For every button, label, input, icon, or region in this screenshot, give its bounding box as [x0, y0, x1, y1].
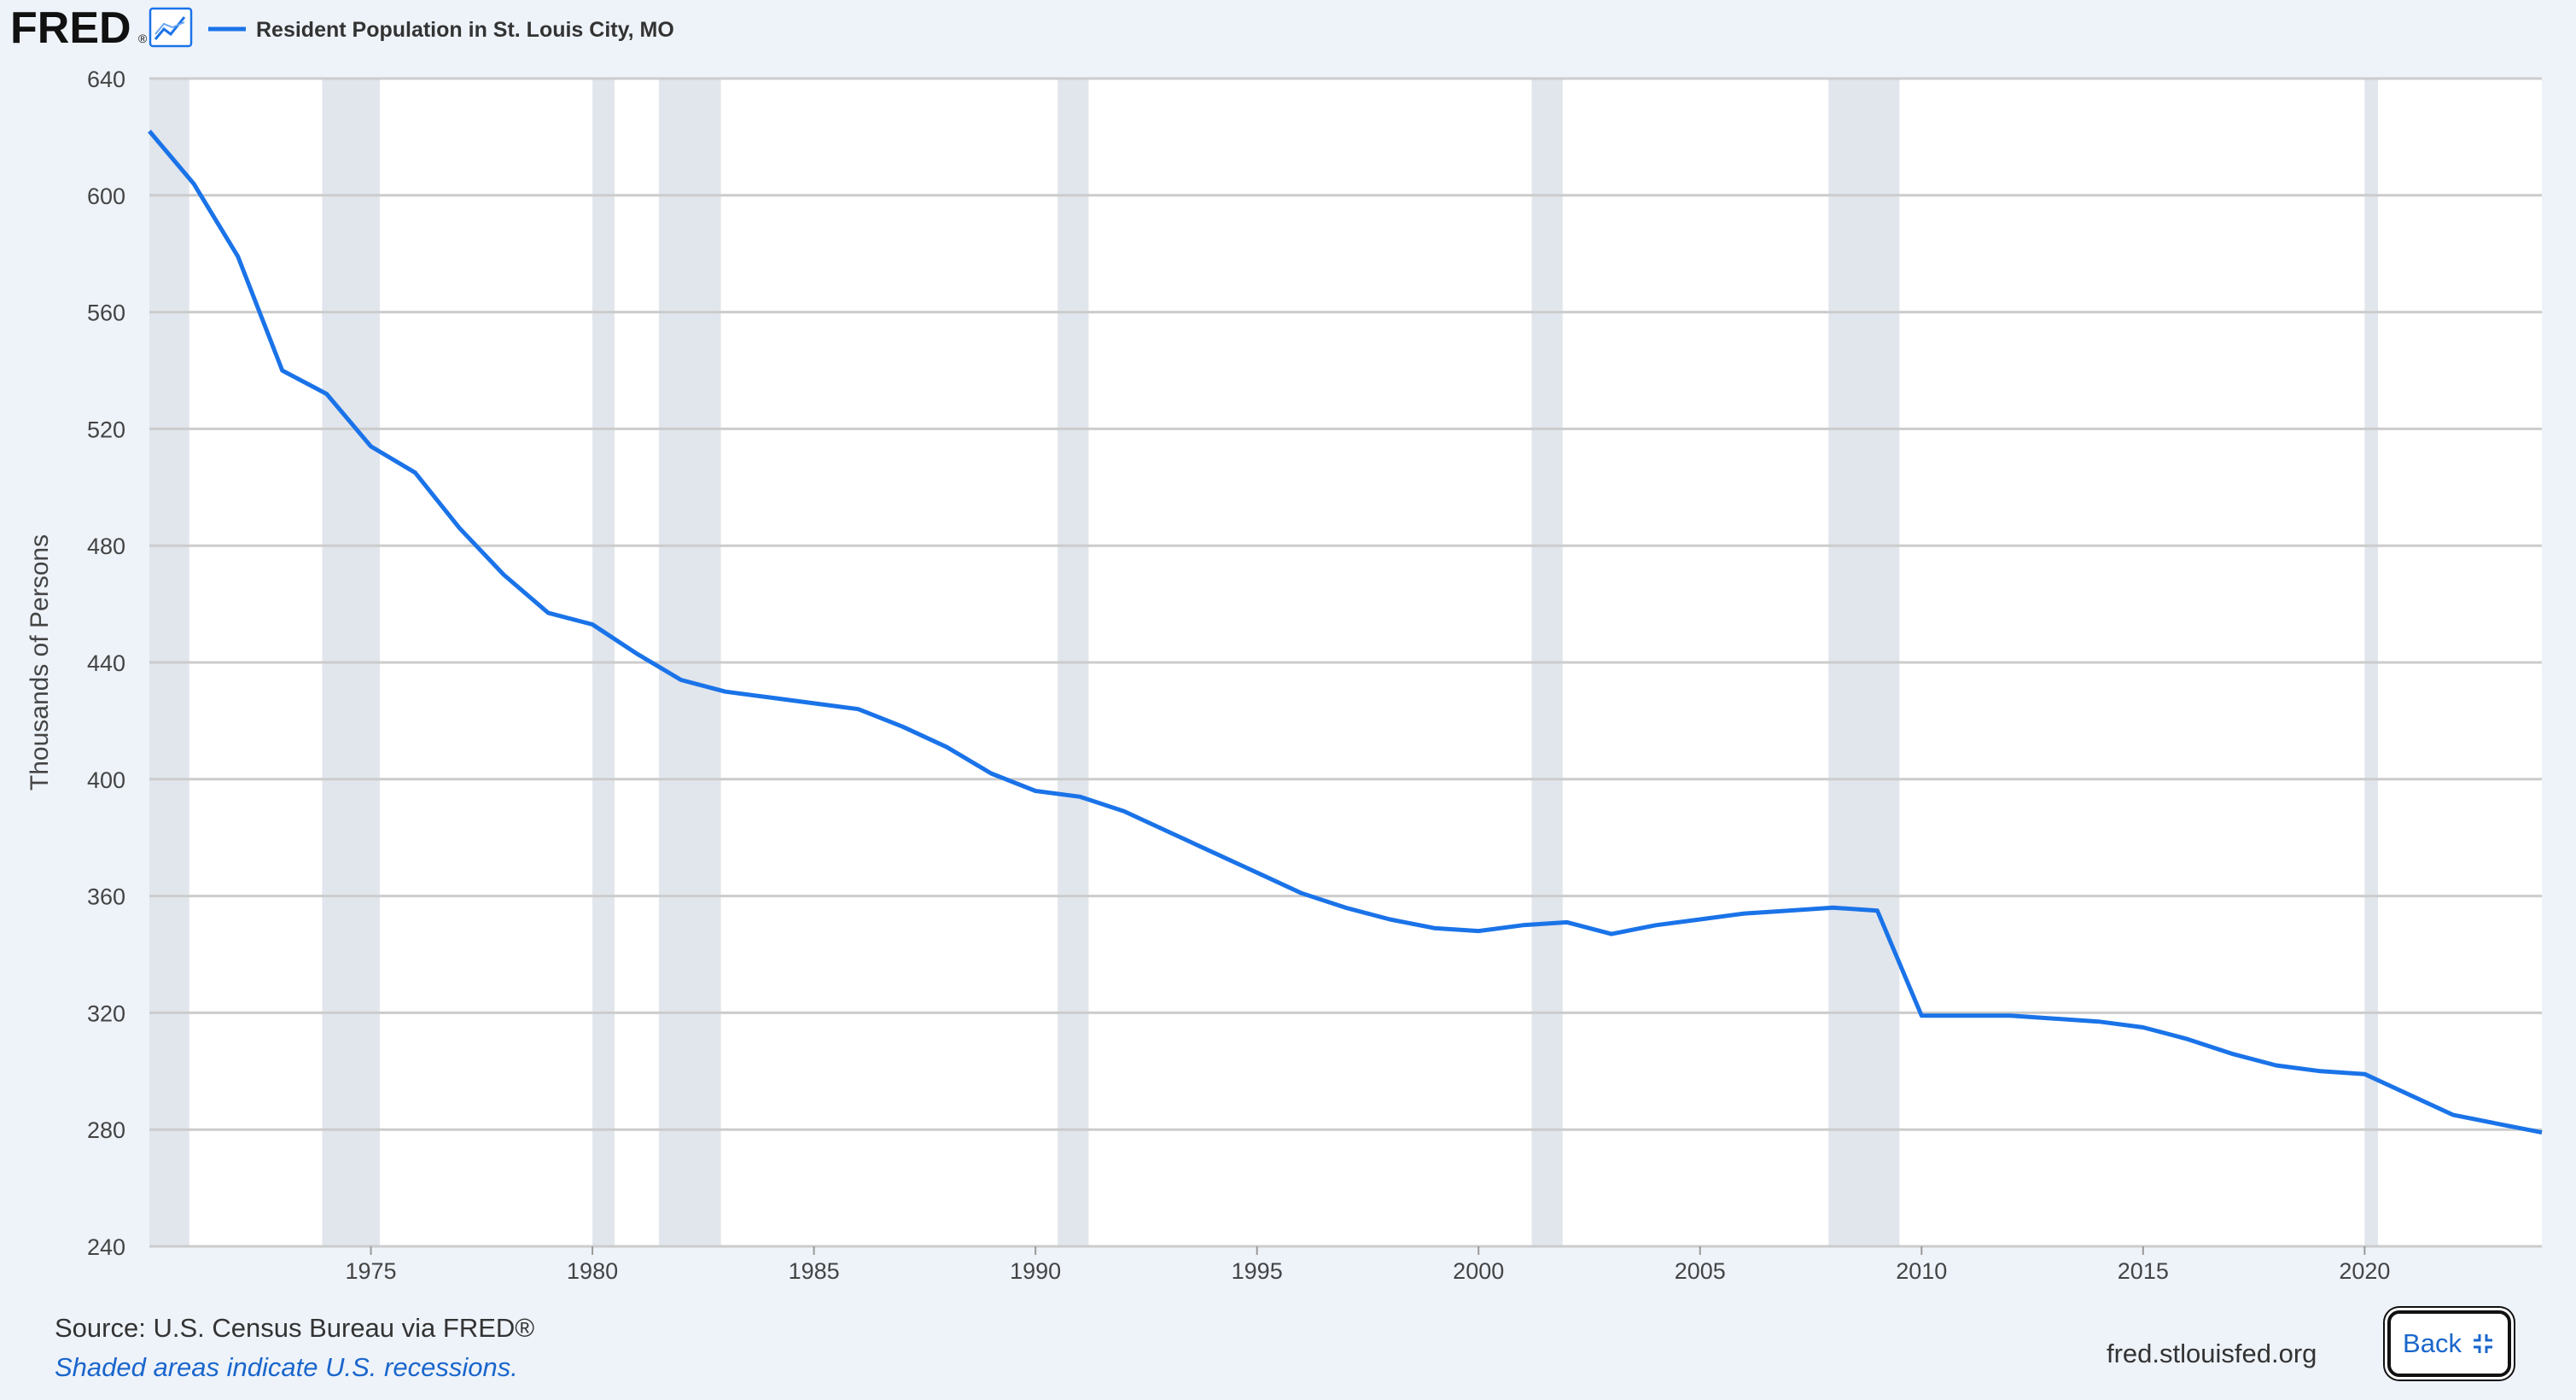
x-axis: 1975 1980 1985 1990 1995 2000 2005 2010 2015 2020: [345, 1246, 2390, 1284]
back-button[interactable]: Back: [2387, 1310, 2511, 1377]
source-text: Source: U.S. Census Bureau via FRED®: [55, 1313, 535, 1343]
data-point[interactable]: [236, 254, 240, 259]
fred-logo[interactable]: FRED: [10, 3, 131, 53]
series-line[interactable]: [148, 129, 2543, 1135]
data-point[interactable]: [2318, 1069, 2322, 1073]
fred-logo-mark: ®: [138, 32, 148, 45]
data-point[interactable]: [2096, 1019, 2101, 1024]
y-tick-label: 600: [87, 184, 125, 209]
data-point[interactable]: [679, 678, 683, 682]
data-point[interactable]: [634, 651, 638, 656]
data-point[interactable]: [1521, 923, 1525, 927]
collapse-arrows-icon: [2473, 1334, 2492, 1353]
data-point[interactable]: [369, 444, 373, 448]
line-chart-icon: [149, 7, 193, 48]
data-point[interactable]: [2540, 1130, 2544, 1135]
data-point[interactable]: [324, 392, 329, 396]
data-point[interactable]: [1653, 923, 1658, 927]
y-axis: 240 280 320 360 400 440 480 520 560 600 640: [87, 67, 125, 1260]
data-point[interactable]: [1388, 917, 1392, 921]
data-point[interactable]: [148, 129, 152, 133]
data-point[interactable]: [1210, 850, 1215, 855]
data-point[interactable]: [2496, 1122, 2500, 1126]
site-link[interactable]: fred.stlouisfed.org: [2107, 1339, 2317, 1368]
data-point[interactable]: [546, 610, 551, 615]
x-tick-label: 1990: [1010, 1258, 1061, 1284]
data-point[interactable]: [1343, 906, 1348, 910]
data-point[interactable]: [1255, 871, 1259, 875]
data-point[interactable]: [2363, 1072, 2367, 1076]
data-point[interactable]: [458, 526, 462, 530]
y-tick-label: 320: [87, 1000, 125, 1026]
data-point[interactable]: [767, 696, 772, 700]
y-axis-label: Thousands of Persons: [26, 534, 54, 790]
data-point[interactable]: [1786, 908, 1791, 913]
data-point[interactable]: [1034, 789, 1038, 793]
data-point[interactable]: [2274, 1063, 2278, 1067]
data-point[interactable]: [1477, 929, 1481, 933]
data-point[interactable]: [2407, 1093, 2411, 1097]
data-point[interactable]: [2008, 1013, 2013, 1018]
legend-series-label[interactable]: Resident Population in St. Louis City, M…: [256, 18, 674, 42]
data-point[interactable]: [1078, 795, 1082, 799]
data-point[interactable]: [2053, 1017, 2057, 1021]
data-point[interactable]: [591, 622, 595, 627]
x-tick-label: 1995: [1232, 1258, 1283, 1284]
data-point[interactable]: [2185, 1037, 2189, 1041]
x-tick-label: 2000: [1453, 1258, 1504, 1284]
y-tick-label: 480: [87, 534, 125, 559]
data-point[interactable]: [1920, 1013, 1924, 1018]
data-point[interactable]: [502, 573, 506, 577]
data-point[interactable]: [1831, 906, 1835, 910]
data-point[interactable]: [723, 690, 727, 694]
data-point[interactable]: [1698, 917, 1702, 921]
y-tick-label: 240: [87, 1234, 125, 1260]
y-tick-label: 360: [87, 884, 125, 910]
y-tick-label: 280: [87, 1117, 125, 1143]
y-tick-label: 560: [87, 300, 125, 326]
back-button-label: Back: [2403, 1328, 2462, 1358]
data-point[interactable]: [989, 771, 994, 775]
x-tick-label: 1985: [789, 1258, 840, 1284]
y-tick-label: 520: [87, 417, 125, 442]
x-tick-label: 2005: [1675, 1258, 1726, 1284]
data-point[interactable]: [900, 725, 905, 729]
data-point[interactable]: [1742, 912, 1746, 916]
data-point[interactable]: [1964, 1013, 1968, 1018]
y-tick-label: 640: [87, 67, 125, 92]
x-tick-label: 1980: [567, 1258, 618, 1284]
data-point[interactable]: [856, 707, 860, 711]
x-tick-label: 2015: [2118, 1258, 2169, 1284]
x-tick-label: 2010: [1896, 1258, 1947, 1284]
data-point[interactable]: [1875, 908, 1880, 913]
data-point[interactable]: [1299, 891, 1303, 895]
recession-note: Shaded areas indicate U.S. recessions.: [55, 1352, 518, 1382]
data-point[interactable]: [2141, 1025, 2145, 1030]
x-tick-label: 2020: [2339, 1258, 2390, 1284]
data-point[interactable]: [2451, 1113, 2456, 1117]
data-point[interactable]: [1432, 926, 1437, 930]
y-tick-label: 400: [87, 767, 125, 793]
data-point[interactable]: [945, 745, 949, 750]
data-point[interactable]: [413, 470, 417, 475]
data-point[interactable]: [1609, 932, 1613, 936]
y-tick-label: 440: [87, 650, 125, 676]
data-point[interactable]: [1565, 920, 1570, 925]
x-tick-label: 1975: [345, 1258, 396, 1284]
data-point[interactable]: [1166, 830, 1170, 834]
data-point[interactable]: [2229, 1052, 2234, 1056]
data-point[interactable]: [812, 701, 816, 705]
data-point[interactable]: [191, 182, 195, 186]
data-point[interactable]: [280, 369, 284, 373]
data-point[interactable]: [1122, 809, 1126, 814]
